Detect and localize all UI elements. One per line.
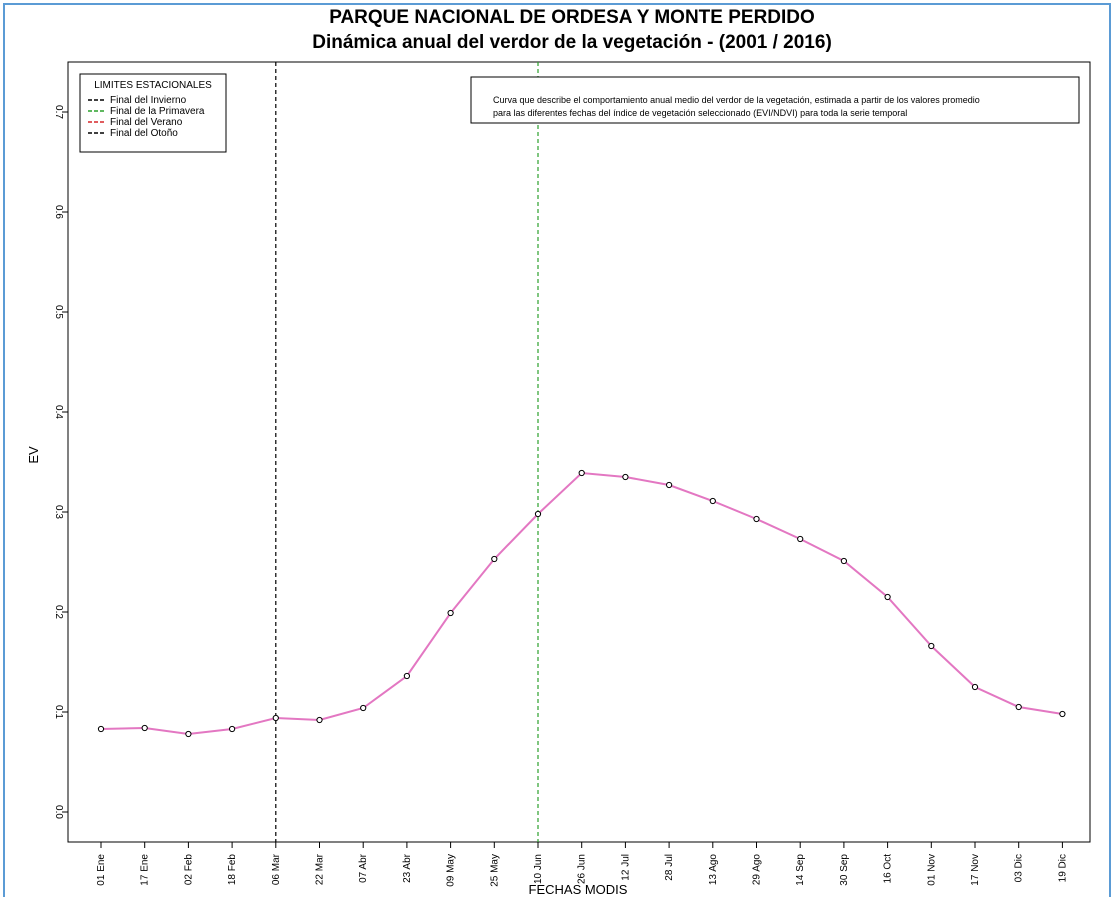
y-axis: 0.0 0.1 0.2 0.3 0.4 0.5 0.6 0.7 xyxy=(53,105,68,819)
x-tick-label: 30 Sep xyxy=(839,854,850,886)
data-point xyxy=(1015,703,1022,711)
data-point xyxy=(491,555,498,563)
data-point xyxy=(141,724,148,732)
data-point xyxy=(709,497,716,505)
data-point xyxy=(229,725,236,733)
x-tick-label: 09 May xyxy=(446,854,457,887)
x-tick-label: 06 Mar xyxy=(271,853,282,885)
annotation-box xyxy=(470,76,1080,124)
y-tick-label: 0.3 xyxy=(53,505,64,519)
x-tick-label: 03 Dic xyxy=(1014,854,1025,882)
annotation-line-1: Curva que describe el comportamiento anu… xyxy=(493,95,980,105)
x-axis: 01 Ene 17 Ene 02 Feb 18 Feb 06 Mar 22 Mar 07 A… xyxy=(96,842,1068,887)
data-point xyxy=(360,704,367,712)
data-point xyxy=(884,593,891,601)
annotation: Curva que describe el comportamiento anu… xyxy=(470,76,1080,124)
x-tick-label: 18 Feb xyxy=(227,854,238,886)
legend-box xyxy=(79,73,227,153)
annotation-line-2: para las diferentes fechas del índice de… xyxy=(493,108,907,118)
x-tick-label: 26 Jun xyxy=(577,854,588,884)
data-point xyxy=(666,481,673,489)
legend: LIMITES ESTACIONALES Final del InviernoF… xyxy=(79,73,227,153)
chart-title: PARQUE NACIONAL DE ORDESA Y MONTE PERDID… xyxy=(329,7,815,28)
data-point xyxy=(1059,710,1066,718)
data-point xyxy=(447,609,454,617)
x-tick-label: 07 Abr xyxy=(358,853,369,883)
data-point xyxy=(622,473,629,481)
x-tick-label: 25 May xyxy=(489,854,500,887)
data-point xyxy=(97,725,105,733)
season-lines xyxy=(275,62,539,842)
x-tick-label: 02 Feb xyxy=(183,854,194,886)
x-tick-label: 01 Ene xyxy=(96,854,107,886)
plot-area xyxy=(67,61,1091,843)
data-point xyxy=(185,730,192,738)
y-tick-label: 0.4 xyxy=(53,405,64,419)
y-tick-label: 0.7 xyxy=(53,105,64,119)
series-group xyxy=(97,469,1066,738)
x-tick-label: 13 Ago xyxy=(708,854,719,886)
legend-label: Final del Invierno xyxy=(110,95,187,106)
data-point xyxy=(971,683,979,691)
y-tick-label: 0.1 xyxy=(53,705,64,719)
x-tick-label: 14 Sep xyxy=(795,854,806,886)
x-tick-label: 10 Jun xyxy=(533,854,544,884)
x-tick-label: 29 Ago xyxy=(752,854,763,886)
data-point xyxy=(403,672,410,680)
data-point xyxy=(840,557,848,565)
legend-label: Final de la Primavera xyxy=(110,106,205,117)
x-tick-label: 16 Oct xyxy=(883,854,894,884)
chart-subtitle: Dinámica anual del verdor de la vegetaci… xyxy=(312,32,832,53)
y-tick-label: 0.0 xyxy=(53,805,64,819)
x-axis-title: FECHAS MODIS xyxy=(529,882,628,897)
legend-label: Final del Verano xyxy=(110,117,183,128)
legend-title: LIMITES ESTACIONALES xyxy=(94,80,212,91)
y-axis-title: EV xyxy=(26,446,41,464)
x-tick-label: 17 Nov xyxy=(970,854,981,886)
y-tick-label: 0.6 xyxy=(53,205,64,219)
legend-label: Final del Otoño xyxy=(110,128,178,139)
x-tick-label: 22 Mar xyxy=(315,853,326,885)
x-tick-label: 23 Abr xyxy=(402,853,413,883)
x-tick-label: 12 Jul xyxy=(620,854,631,881)
data-point xyxy=(316,716,323,724)
x-tick-label: 01 Nov xyxy=(926,854,937,886)
x-tick-label: 28 Jul xyxy=(664,854,675,881)
y-tick-label: 0.2 xyxy=(53,605,64,619)
data-point xyxy=(753,515,760,523)
y-tick-label: 0.5 xyxy=(53,305,64,319)
data-point xyxy=(928,642,935,650)
x-tick-label: 19 Dic xyxy=(1057,854,1068,882)
x-tick-label: 17 Ene xyxy=(140,854,151,886)
series-line xyxy=(100,471,1063,736)
data-point xyxy=(272,714,279,722)
data-point xyxy=(578,469,585,477)
data-point xyxy=(797,535,804,543)
data-point xyxy=(534,510,542,518)
